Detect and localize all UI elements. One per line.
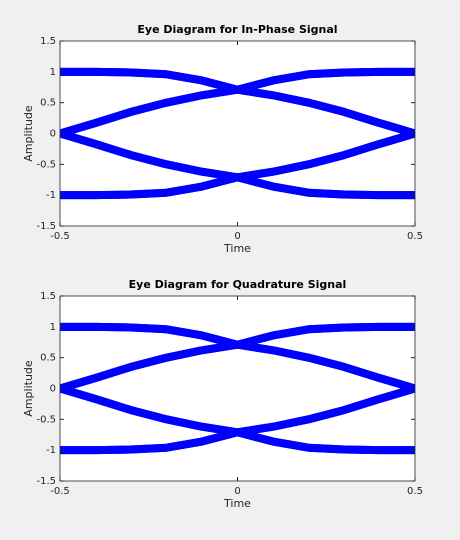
- y-tick-label: 0.5: [40, 98, 56, 109]
- x-tick-label: -0.5: [50, 231, 70, 242]
- y-tick-label: 0.5: [40, 353, 56, 364]
- x-tick-label: 0.5: [407, 231, 423, 242]
- x-tick-label: 0: [234, 231, 240, 242]
- y-tick-label: 0: [50, 129, 56, 140]
- y-tick-label: 1.5: [40, 291, 56, 302]
- eye-trace: [60, 129, 415, 182]
- eye-trace: [60, 384, 415, 437]
- y-tick-label: -0.5: [36, 159, 56, 170]
- x-tick-label: 0.5: [407, 486, 423, 497]
- y-tick-label: -1: [46, 190, 56, 201]
- y-tick-label: 1: [50, 322, 56, 333]
- y-tick-label: 0: [50, 384, 56, 395]
- x-tick-label: -0.5: [50, 486, 70, 497]
- x-axis-label: Time: [223, 497, 251, 510]
- y-tick-label: -0.5: [36, 414, 56, 425]
- chart-title: Eye Diagram for In-Phase Signal: [137, 23, 337, 36]
- y-tick-label: 1.5: [40, 36, 56, 47]
- eye-trace: [60, 340, 415, 393]
- y-tick-label: -1: [46, 445, 56, 456]
- chart-title: Eye Diagram for Quadrature Signal: [129, 278, 347, 291]
- x-tick-label: 0: [234, 486, 240, 497]
- y-axis-label: Amplitude: [22, 360, 35, 417]
- y-tick-label: -1.5: [36, 476, 56, 487]
- y-tick-label: -1.5: [36, 221, 56, 232]
- x-axis-label: Time: [223, 242, 251, 255]
- y-axis-label: Amplitude: [22, 105, 35, 162]
- y-tick-label: 1: [50, 67, 56, 78]
- eye-trace: [60, 85, 415, 138]
